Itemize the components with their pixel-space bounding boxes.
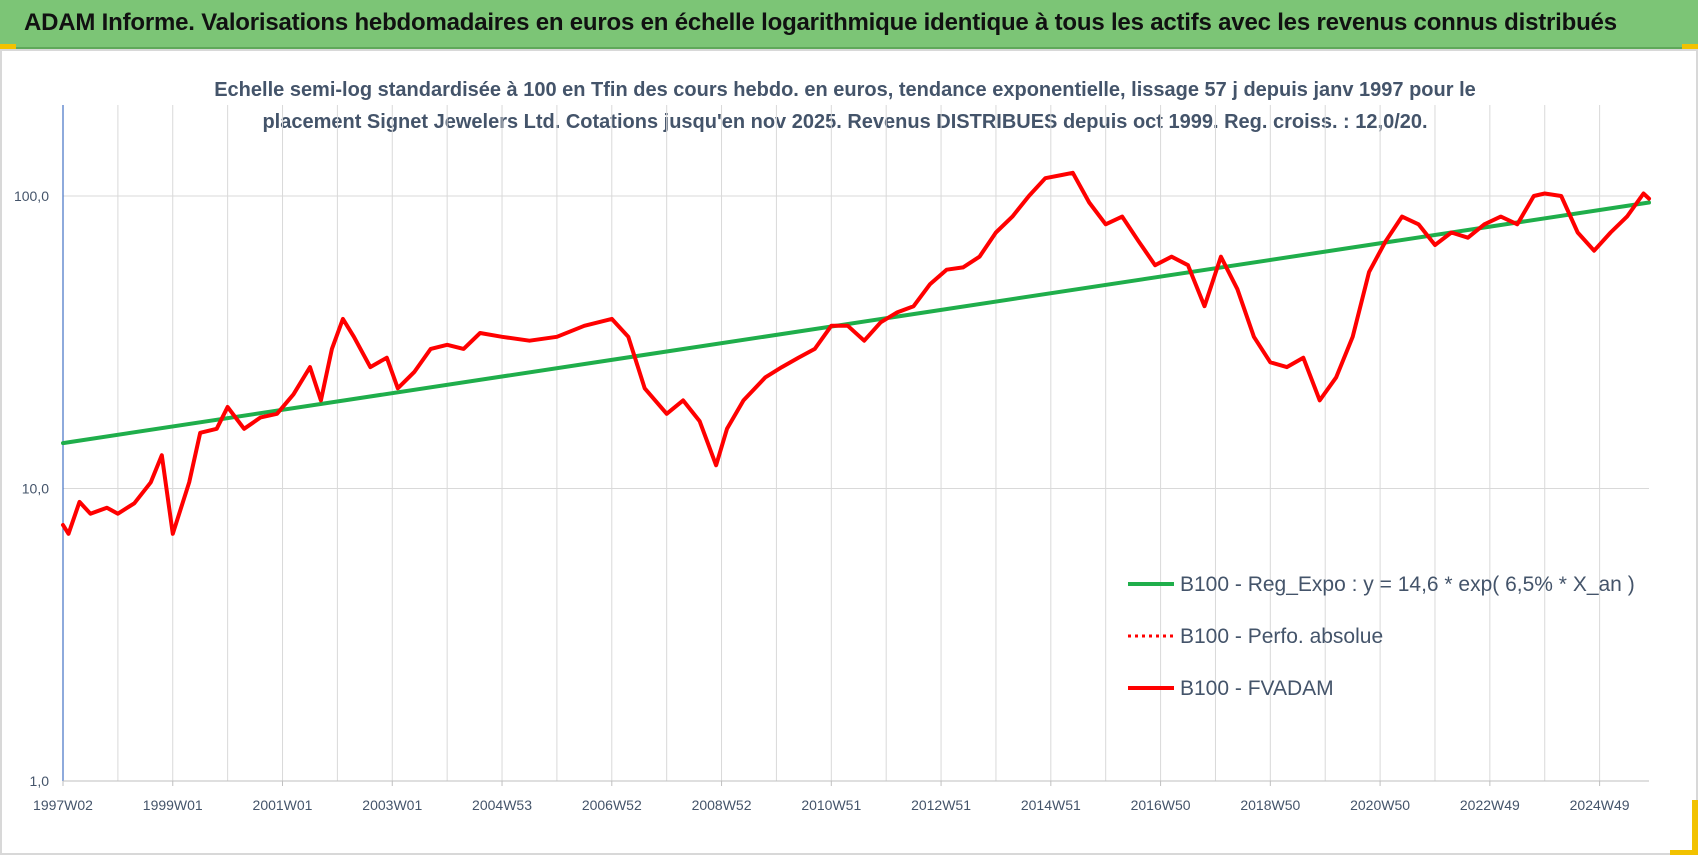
legend-label: B100 - Perfo. absolue [1180, 625, 1383, 648]
chart-title-line-2: placement Signet Jewelers Ltd. Cotations… [262, 111, 1428, 133]
x-tick-label: 2012W51 [911, 797, 971, 813]
banner-title: ADAM Informe. Valorisations hebdomadaire… [24, 9, 1617, 36]
y-tick-label: 100,0 [14, 188, 49, 204]
x-tick-label: 2022W49 [1460, 797, 1520, 813]
x-tick-label: 2014W51 [1021, 797, 1081, 813]
x-tick-label: 1997W02 [33, 797, 93, 813]
x-tick-label: 2018W50 [1240, 797, 1300, 813]
x-tick-label: 2010W51 [801, 797, 861, 813]
x-tick-label: 1999W01 [143, 797, 203, 813]
series-layer [61, 170, 1651, 536]
vertical-gridlines [117, 105, 1601, 781]
y-tick-label: 1,0 [30, 773, 50, 789]
corner-marker-bottom-right-base [1670, 850, 1698, 855]
fvadam-line [61, 170, 1651, 536]
horizontal-gridlines [63, 195, 1649, 782]
x-tick-label: 2020W50 [1350, 797, 1410, 813]
legend-label: B100 - Reg_Expo : y = 14,6 * exp( 6,5% *… [1180, 573, 1635, 596]
x-axis: 1997W02 1999W01 2001W01 2003W01 2004W53 2006W… [33, 780, 1649, 813]
y-tick-label: 10,0 [22, 481, 49, 497]
x-tick-label: 2003W01 [362, 797, 422, 813]
corner-marker-bottom-right [1692, 800, 1698, 852]
title-banner: ADAM Informe. Valorisations hebdomadaire… [0, 0, 1698, 49]
x-tick-label: 2008W52 [692, 797, 752, 813]
legend-label: B100 - FVADAM [1180, 677, 1334, 700]
y-axis: 1,0 10,0 100,0 [14, 105, 64, 789]
corner-marker-top-right [1682, 44, 1698, 49]
chart-title-line-1: Echelle semi-log standardisée à 100 en T… [214, 79, 1476, 101]
chart-frame [0, 49, 1698, 855]
regression-line [61, 200, 1651, 446]
x-tick-label: 2024W49 [1570, 797, 1630, 813]
x-tick-label: 2006W52 [582, 797, 642, 813]
x-tick-label: 2001W01 [253, 797, 313, 813]
x-tick-label: 2004W53 [472, 797, 532, 813]
x-tick-label: 2016W50 [1131, 797, 1191, 813]
chart-title: Echelle semi-log standardisée à 100 en T… [150, 74, 1540, 138]
legend: B100 - Reg_Expo : y = 14,6 * exp( 6,5% *… [1128, 573, 1635, 700]
corner-marker-top-left [0, 44, 16, 49]
